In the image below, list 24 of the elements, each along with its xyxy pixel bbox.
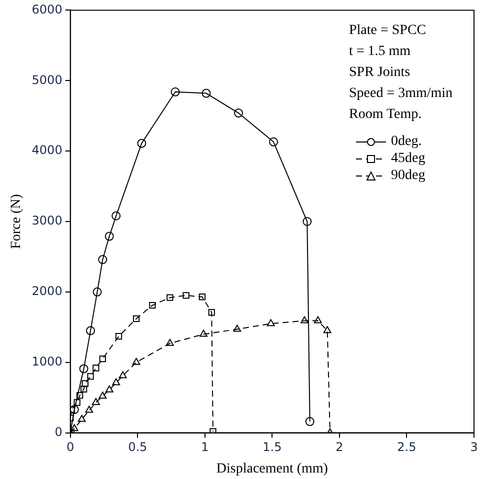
- y-tick-label: 6000: [32, 2, 62, 16]
- legend-label: 90deg: [391, 168, 426, 184]
- annotation: t = 1.5 mm: [349, 43, 412, 62]
- y-axis-title: Force (N): [9, 194, 24, 249]
- annotation: SPR Joints: [349, 64, 412, 82]
- y-tick-label: 1000: [32, 354, 62, 368]
- y-tick-label: 5000: [32, 72, 62, 87]
- x-tick-label: 2.5: [397, 440, 416, 454]
- y-tick-label: 4000: [32, 143, 62, 158]
- x-tick-label: 0: [66, 440, 74, 454]
- x-tick-label: 1: [201, 440, 209, 454]
- y-tick-label: 0: [54, 424, 62, 439]
- x-tick-label: 3: [470, 440, 478, 454]
- y-tick-label: 3000: [32, 214, 62, 228]
- legend-label: 45deg: [391, 150, 426, 167]
- annotation: Speed = 3mm/min: [349, 85, 453, 104]
- x-tick-label: 1.5: [262, 440, 282, 454]
- legend-label: 0deg.: [391, 134, 422, 150]
- annotation: Plate = SPCC: [349, 22, 428, 40]
- y-tick-label: 2000: [32, 284, 62, 298]
- annotation: Room Temp.: [349, 106, 423, 124]
- x-tick-label: 0.5: [128, 440, 148, 454]
- x-axis-title: Displacement (mm): [216, 461, 328, 476]
- x-tick-label: 2: [336, 440, 344, 454]
